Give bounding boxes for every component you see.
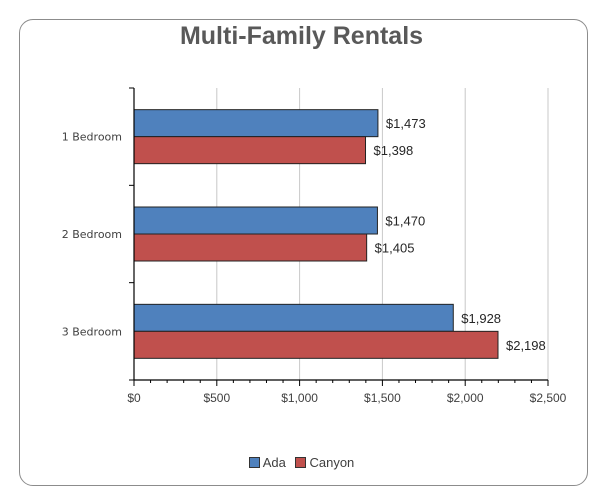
chart-legend: Ada Canyon (0, 455, 603, 470)
bar-canyon (133, 136, 367, 165)
legend-swatch-canyon (295, 457, 307, 469)
data-label: $1,405 (375, 241, 415, 256)
x-tick-label: $1,000 (281, 391, 318, 405)
x-tick-label: $0 (127, 391, 141, 405)
category-label: 1 Bedroom (62, 131, 122, 144)
x-tick-label: $500 (203, 391, 230, 405)
category-label: 3 Bedroom (62, 325, 122, 338)
legend-item-ada: Ada (248, 455, 286, 470)
x-tick-label: $1,500 (364, 391, 401, 405)
data-label: $1,398 (374, 143, 414, 158)
legend-label-canyon: Canyon (309, 455, 355, 470)
bar-ada (133, 109, 379, 138)
bar-ada (133, 206, 378, 235)
bar-canyon (133, 233, 368, 262)
legend-item-canyon: Canyon (295, 455, 354, 470)
category-label: 2 Bedroom (62, 228, 122, 241)
data-label: $2,198 (506, 338, 546, 353)
x-tick-label: $2,000 (447, 391, 484, 405)
x-tick-label: $2,500 (530, 391, 567, 405)
data-label: $1,470 (385, 214, 425, 229)
legend-swatch-ada (248, 457, 260, 469)
chart-title: Multi-Family Rentals (179, 22, 424, 50)
legend-label-ada: Ada (262, 455, 286, 470)
data-label: $1,473 (386, 116, 426, 131)
bar-canyon (133, 330, 499, 359)
data-label: $1,928 (461, 311, 501, 326)
bar-ada (133, 303, 454, 332)
